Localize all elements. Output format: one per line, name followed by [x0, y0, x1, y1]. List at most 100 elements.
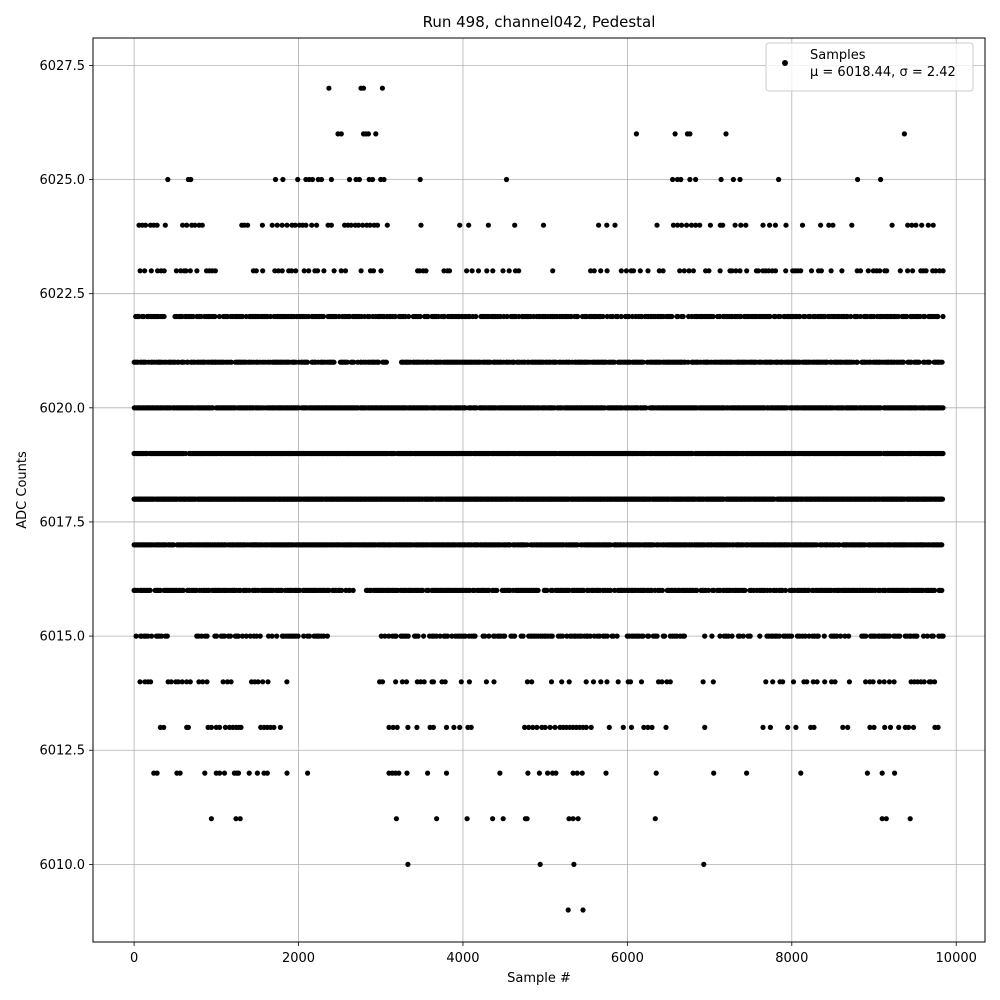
data-point	[643, 405, 649, 411]
data-point	[284, 770, 290, 776]
data-point	[839, 268, 845, 274]
data-point	[525, 770, 531, 776]
data-point	[725, 633, 732, 639]
data-point	[529, 679, 535, 685]
data-point	[179, 679, 185, 685]
data-point	[620, 724, 626, 731]
data-point	[154, 770, 160, 776]
data-point	[196, 679, 202, 685]
data-point	[883, 816, 889, 822]
data-point	[690, 268, 697, 274]
data-point	[887, 724, 894, 731]
data-point	[717, 633, 723, 639]
data-point	[653, 770, 659, 776]
data-point	[879, 816, 885, 822]
data-point	[490, 268, 496, 274]
data-point	[711, 770, 717, 776]
data-point	[886, 633, 893, 639]
data-point	[641, 724, 647, 731]
data-point	[490, 816, 496, 822]
data-point	[811, 724, 817, 731]
data-point	[222, 724, 228, 731]
data-point	[737, 268, 743, 274]
data-point	[581, 587, 587, 594]
data-point	[255, 679, 261, 685]
data-point	[537, 861, 543, 868]
data-point	[220, 679, 226, 685]
data-point	[798, 770, 804, 776]
data-point	[857, 268, 864, 274]
data-point	[645, 724, 651, 731]
data-point	[464, 816, 470, 822]
data-point	[420, 587, 426, 594]
data-point	[618, 268, 624, 274]
data-point	[840, 724, 846, 731]
data-point	[815, 633, 821, 639]
data-point	[939, 359, 945, 365]
data-point	[910, 724, 917, 731]
data-point	[544, 587, 550, 594]
data-point	[321, 633, 327, 639]
data-point	[483, 679, 489, 685]
data-point	[939, 542, 945, 548]
data-point	[871, 724, 877, 731]
data-point	[497, 770, 503, 776]
data-point	[837, 633, 844, 639]
data-point	[378, 268, 384, 274]
data-point	[425, 587, 431, 594]
data-point	[575, 313, 581, 320]
data-point	[390, 724, 396, 731]
data-point	[772, 268, 779, 274]
data-point	[253, 268, 259, 274]
data-point	[301, 268, 307, 274]
data-point	[254, 633, 260, 639]
data-point	[235, 770, 242, 776]
data-point	[379, 679, 386, 685]
data-point	[832, 679, 838, 685]
data-point	[212, 268, 218, 274]
data-point	[430, 724, 436, 731]
data-point	[783, 268, 789, 274]
data-point	[324, 633, 330, 639]
data-point	[472, 633, 478, 639]
data-point	[243, 633, 249, 639]
data-point	[892, 770, 898, 776]
data-point	[522, 724, 528, 731]
data-point	[547, 724, 553, 731]
data-point	[164, 633, 170, 639]
data-point	[284, 679, 290, 685]
data-point	[818, 268, 825, 274]
data-point	[405, 633, 411, 639]
data-point	[790, 679, 797, 685]
data-point	[924, 633, 931, 639]
data-point	[709, 633, 715, 639]
data-point	[882, 724, 888, 731]
data-point	[393, 816, 399, 822]
data-point	[804, 679, 810, 685]
data-point	[475, 268, 482, 274]
data-point	[548, 679, 555, 685]
data-point	[565, 907, 571, 913]
data-point	[645, 268, 651, 274]
data-point	[603, 770, 609, 776]
data-point	[339, 587, 345, 594]
data-point	[706, 268, 712, 274]
data-point	[646, 633, 652, 639]
data-point	[486, 633, 492, 639]
data-point	[681, 633, 688, 639]
data-point	[669, 313, 675, 320]
data-point	[320, 313, 327, 320]
data-point	[926, 359, 933, 365]
data-point	[623, 268, 630, 274]
data-point	[321, 268, 327, 274]
data-point	[930, 633, 936, 639]
data-point	[755, 268, 762, 274]
data-point	[149, 633, 155, 639]
data-point	[640, 633, 646, 639]
data-point	[677, 268, 683, 274]
data-point	[886, 679, 893, 685]
data-point	[846, 633, 852, 639]
data-point	[238, 724, 244, 731]
data-point	[462, 633, 468, 639]
data-point	[649, 724, 655, 731]
